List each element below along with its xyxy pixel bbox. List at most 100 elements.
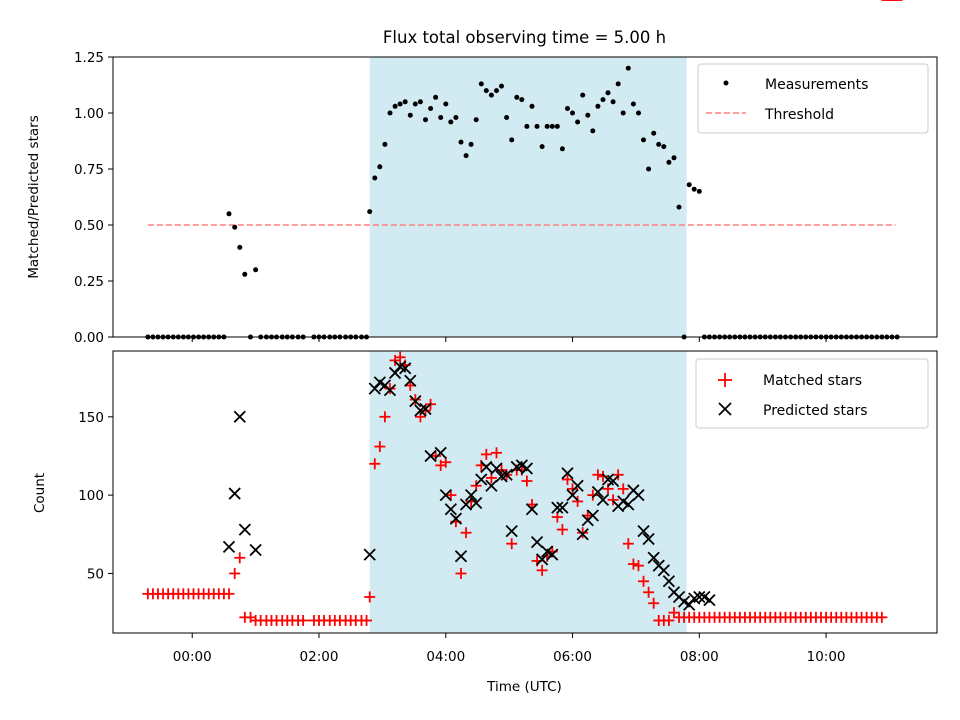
predicted-star-point [596, 493, 610, 506]
matched-star-point [369, 458, 381, 470]
predicted-star-point [409, 394, 422, 408]
measurement-point [615, 81, 621, 87]
predicted-star-point [249, 543, 262, 557]
measurement-point [666, 159, 672, 165]
measurement-point [575, 119, 581, 125]
measurement-point [559, 146, 565, 152]
legend-measurements-marker [723, 80, 729, 86]
matched-star-point [627, 558, 639, 570]
matched-star-point [622, 538, 634, 550]
predicted-star-point [662, 575, 676, 588]
predicted-star-point [637, 525, 650, 538]
measurement-point [570, 110, 575, 116]
measurement-point [625, 65, 631, 71]
predicted-star-point [551, 501, 564, 514]
matched-star-point [297, 614, 309, 626]
count-ytick-label: 50 [87, 566, 104, 582]
predicted-star-point [591, 485, 605, 499]
predicted-star-point [546, 548, 559, 561]
figure-title: Flux total observing time = 5.00 h [383, 28, 666, 47]
matched-star-point [632, 560, 644, 572]
count-panel-frame [112, 350, 938, 634]
matched-star-point [556, 524, 568, 536]
predicted-star-point [561, 467, 574, 480]
ratio-ylabel: Matched/Predicted stars [26, 115, 42, 278]
predicted-star-point [363, 548, 376, 561]
predicted-star-point [642, 532, 655, 546]
predicted-star-point [464, 488, 478, 502]
measurement-point [242, 271, 248, 277]
predicted-star-point [490, 462, 503, 475]
measurement-point [641, 137, 646, 143]
measurement-point [494, 88, 499, 94]
predicted-star-point [238, 523, 251, 536]
predicted-star-point [454, 550, 468, 563]
matched-star-point [521, 475, 533, 487]
measurement-point [585, 112, 591, 118]
measurement-point [428, 106, 434, 111]
measurement-point [544, 123, 550, 129]
predicted-star-point [500, 468, 513, 481]
measurement-point [407, 112, 413, 118]
matched-star-point [384, 383, 396, 395]
predicted-star-point [434, 446, 447, 459]
measurement-point [458, 139, 464, 145]
matched-star-point [536, 564, 548, 576]
measurement-point [504, 115, 510, 120]
predicted-star-point [228, 487, 241, 500]
measurement-point [392, 103, 398, 109]
predicted-star-point [505, 525, 518, 538]
measurement-point [382, 141, 388, 147]
measurement-point [554, 123, 560, 129]
measurement-point [565, 106, 570, 111]
measurement-point [539, 144, 545, 150]
predicted-star-point [383, 384, 397, 397]
measurement-point [423, 117, 428, 123]
matched-star-point [394, 351, 406, 363]
predicted-star-point [693, 590, 706, 604]
ratio-ytick-label: 0.50 [74, 218, 104, 234]
measurement-point [529, 103, 535, 109]
measurement-point [377, 164, 383, 170]
xtick-label: 10:00 [807, 649, 846, 665]
predicted-star-point [404, 374, 417, 387]
predicted-star-point [622, 498, 635, 511]
measurement-point [605, 90, 611, 96]
count-legend-box [695, 358, 929, 429]
count-legend: Matched stars Predicted stars [695, 358, 929, 429]
xtick-label: 06:00 [553, 649, 592, 665]
measurement-point [433, 94, 439, 100]
ratio-legend: Measurements Threshold [697, 63, 929, 134]
predicted-star-point [222, 540, 236, 553]
matched-star-point [379, 411, 391, 423]
predicted-star-point [233, 410, 246, 423]
measurement-point [661, 144, 667, 150]
measurement-point [473, 117, 479, 123]
measurement-point [488, 92, 494, 98]
legend-predicted-label: Predicted stars [763, 403, 868, 419]
matched-star-point [592, 469, 604, 481]
predicted-star-point [419, 402, 432, 416]
predicted-star-point [459, 498, 473, 511]
predicted-star-point [470, 496, 483, 510]
matched-star-point [617, 483, 629, 495]
matched-star-point [361, 614, 373, 626]
ratio-ytick-label: 0.00 [74, 330, 104, 346]
matched-star-point [876, 611, 888, 623]
matched-star-point [663, 614, 675, 626]
matched-star-point [607, 494, 619, 506]
matched-star-point [668, 607, 680, 619]
measurement-point [691, 186, 697, 192]
count-ytick-label: 150 [78, 410, 104, 426]
measurement-point [253, 267, 259, 273]
predicted-star-point [566, 488, 579, 502]
predicted-star-point [485, 479, 498, 492]
predicted-star-point [475, 473, 488, 486]
measurement-point [686, 182, 692, 188]
legend-predicted-marker [718, 402, 732, 416]
ratio-panel: 0.00 0.25 0.50 0.75 1.00 1.25 Matched/Predict… [26, 50, 938, 346]
measurement-point [676, 204, 682, 210]
predicted-star-point [647, 551, 660, 564]
measurement-point [646, 166, 652, 172]
measurement-point [412, 101, 418, 107]
